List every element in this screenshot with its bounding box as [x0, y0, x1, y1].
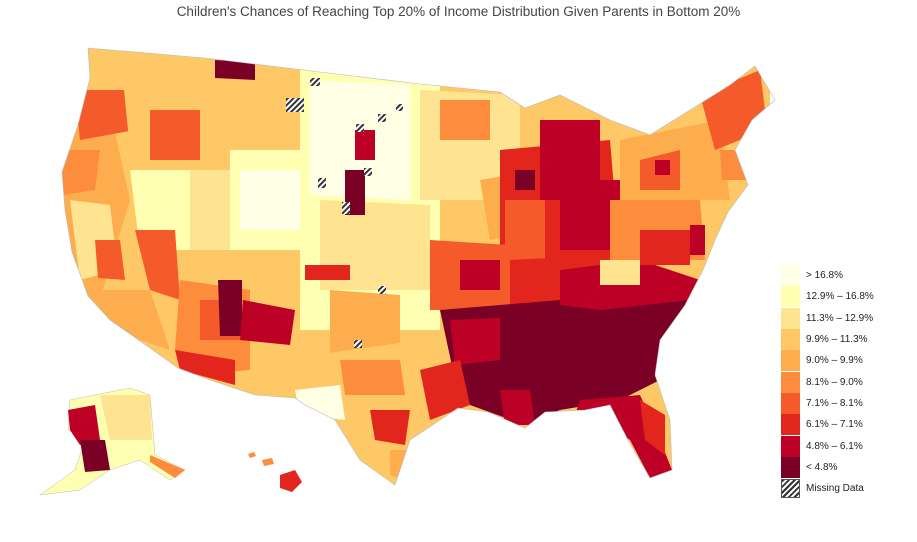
legend-swatch — [781, 371, 800, 393]
legend-item: 4.8% – 6.1% — [781, 435, 911, 457]
legend-label: > 16.8% — [806, 270, 843, 282]
legend-item-missing: Missing Data — [781, 478, 911, 499]
legend-swatch — [781, 392, 800, 414]
legend-item: < 4.8% — [781, 456, 911, 478]
legend-swatch — [781, 350, 800, 372]
legend-label: 6.1% – 7.1% — [806, 419, 863, 431]
legend-label: 4.8% – 6.1% — [806, 440, 863, 452]
contiguous-us — [62, 48, 770, 485]
legend-item: 8.1% – 9.0% — [781, 371, 911, 393]
legend-swatch — [781, 329, 800, 351]
legend-label: 7.1% – 8.1% — [806, 397, 863, 409]
legend: > 16.8% 12.9% – 16.8% 11.3% – 12.9% 9.9% – … — [781, 265, 911, 499]
hawaii — [248, 452, 302, 492]
legend-item: > 16.8% — [781, 265, 911, 287]
legend-swatch — [781, 414, 800, 436]
legend-label: 8.1% – 9.0% — [806, 376, 863, 388]
legend-label: < 4.8% — [806, 461, 838, 473]
legend-label: 9.9% – 11.3% — [806, 334, 868, 346]
legend-swatch — [781, 435, 800, 457]
legend-swatch — [781, 265, 800, 287]
legend-item: 7.1% – 8.1% — [781, 392, 911, 414]
legend-item: 11.3% – 12.9% — [781, 307, 911, 329]
legend-item: 9.0% – 9.9% — [781, 350, 911, 372]
legend-label: 11.3% – 12.9% — [806, 312, 874, 324]
legend-item: 9.9% – 11.3% — [781, 329, 911, 351]
missing-data-swatch — [781, 479, 800, 499]
alaska — [39, 387, 186, 496]
legend-swatch — [781, 286, 800, 308]
legend-label: 9.0% – 9.9% — [806, 355, 863, 367]
legend-swatch — [781, 456, 800, 478]
map-title: Children's Chances of Reaching Top 20% o… — [176, 4, 741, 19]
legend-item: 6.1% – 7.1% — [781, 414, 911, 436]
legend-item: 12.9% – 16.8% — [781, 286, 911, 308]
legend-label: 12.9% – 16.8% — [806, 291, 874, 303]
legend-swatch — [781, 307, 800, 329]
legend-label-missing: Missing Data — [806, 483, 864, 495]
